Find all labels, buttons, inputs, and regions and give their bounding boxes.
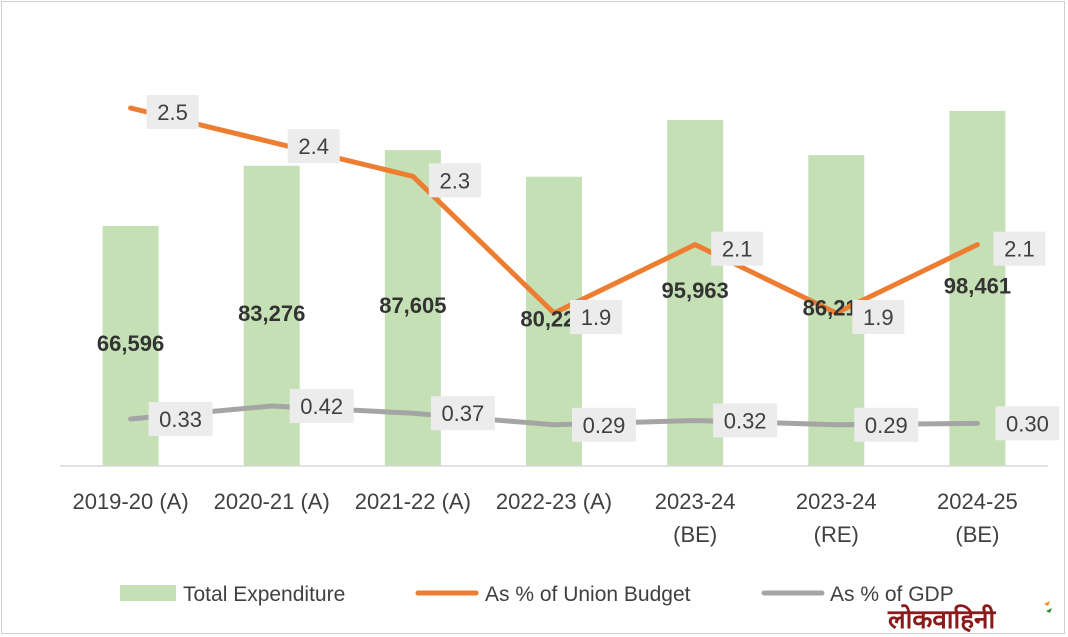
legend-label-gdp: As % of GDP bbox=[830, 583, 954, 606]
gdp-pct-label-4: 0.32 bbox=[724, 408, 767, 433]
budget-pct-label-0-box bbox=[146, 95, 199, 129]
logo-flag-mark-2 bbox=[1046, 608, 1052, 613]
bar-value-label-2: 87,605 bbox=[379, 293, 446, 318]
budget-pct-label-2-box bbox=[428, 163, 481, 198]
gdp-pct-label-5-box bbox=[854, 407, 919, 442]
gdp-pct-label-3-box bbox=[572, 407, 636, 442]
gdp-pct-label-6: 0.30 bbox=[1006, 411, 1049, 436]
gdp-pct-label-2: 0.37 bbox=[441, 401, 484, 426]
line-union-budget-pct bbox=[128, 105, 980, 316]
budget-pct-label-5-box bbox=[852, 300, 905, 334]
gdp-pct-label-1: 0.42 bbox=[300, 394, 343, 419]
gdp-pct-label-5: 0.29 bbox=[865, 413, 908, 438]
budget-pct-label-5: 1.9 bbox=[863, 305, 894, 330]
x-tick-label-3: 2022-23 (A) bbox=[496, 489, 612, 514]
line-gdp-pct bbox=[128, 403, 980, 428]
x-tick-label-6-line2: (BE) bbox=[955, 522, 999, 547]
x-tick-label-0: 2019-20 (A) bbox=[72, 489, 188, 514]
legend-label-total-expenditure: Total Expenditure bbox=[183, 583, 345, 606]
x-axis-ticks: 2019-20 (A) 2020-21 (A) 2021-22 (A) 2022-23… bbox=[72, 489, 1017, 547]
gdp-pct-label-3: 0.29 bbox=[583, 413, 626, 438]
budget-pct-label-1-box bbox=[287, 129, 340, 164]
legend-label-union-budget: As % of Union Budget bbox=[485, 583, 691, 606]
bar-value-label-0: 66,596 bbox=[97, 331, 164, 356]
x-tick-label-4: 2023-24 bbox=[655, 489, 736, 514]
budget-pct-label-3: 1.9 bbox=[581, 305, 612, 330]
x-tick-label-4-line2: (BE) bbox=[673, 522, 717, 547]
budget-pct-label-4: 2.1 bbox=[722, 237, 753, 262]
x-tick-label-5: 2023-24 bbox=[796, 489, 877, 514]
gdp-pct-label-6-box bbox=[995, 406, 1060, 441]
budget-pct-label-1: 2.4 bbox=[298, 134, 329, 159]
budget-pct-label-3-box bbox=[570, 300, 622, 334]
budget-pct-label-4-box bbox=[711, 231, 764, 266]
logo-flag-mark bbox=[1044, 601, 1050, 606]
x-tick-label-5-line2: (RE) bbox=[814, 522, 859, 547]
gdp-pct-label-2-box bbox=[430, 396, 495, 431]
watermark-logo: लोकवाहिनी bbox=[887, 601, 1052, 635]
x-tick-label-6: 2024-25 bbox=[937, 489, 1018, 514]
gdp-pct-label-0-box bbox=[148, 402, 213, 436]
x-tick-label-2: 2021-22 (A) bbox=[355, 489, 471, 514]
bar-value-label-6: 98,461 bbox=[944, 274, 1011, 299]
gdp-pct-label-1-box bbox=[289, 389, 354, 423]
legend-swatch-total-expenditure bbox=[120, 585, 176, 601]
budget-pct-label-6: 2.1 bbox=[1004, 237, 1035, 262]
gdp-pct-label-4-box bbox=[713, 403, 778, 438]
budget-pct-label-6-box bbox=[993, 231, 1046, 266]
budget-pct-label-2: 2.3 bbox=[440, 168, 471, 193]
bar-value-label-4: 95,963 bbox=[661, 278, 728, 303]
bar-value-label-1: 83,276 bbox=[238, 301, 305, 326]
gdp-pct-label-0: 0.33 bbox=[159, 407, 202, 432]
watermark-text: लोकवाहिनी bbox=[887, 604, 996, 635]
legend: Total Expenditure As % of Union Budget As … bbox=[120, 583, 954, 606]
budget-pct-label-0: 2.5 bbox=[157, 100, 188, 125]
x-tick-label-1: 2020-21 (A) bbox=[214, 489, 330, 514]
